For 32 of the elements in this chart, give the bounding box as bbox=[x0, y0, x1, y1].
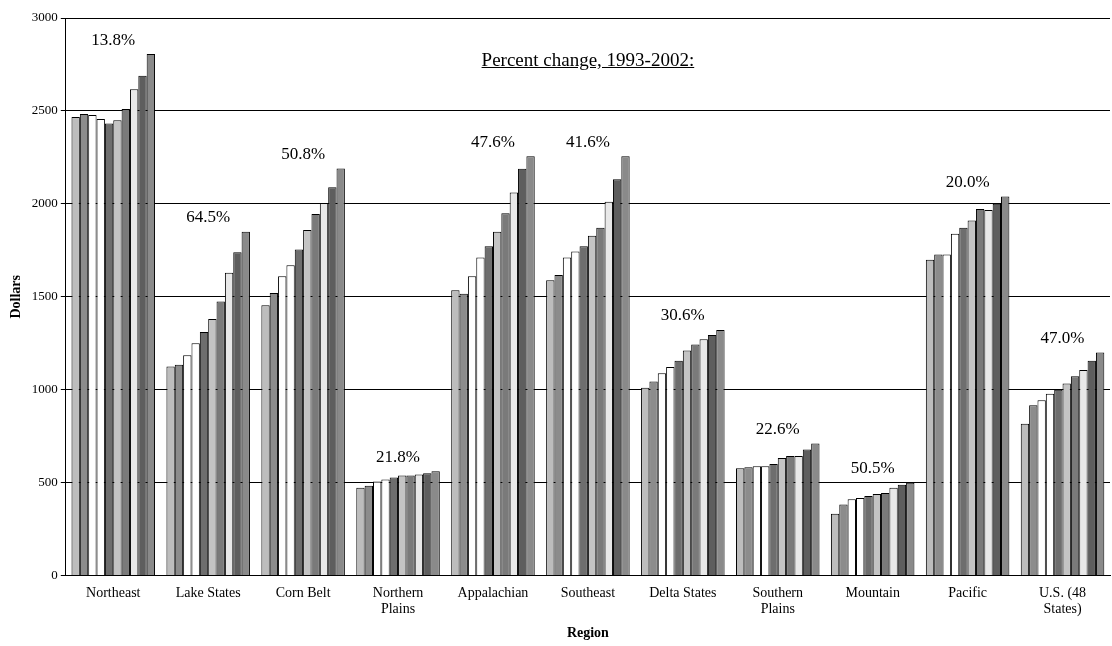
annotation: Percent change, 1993-2002: bbox=[481, 49, 695, 71]
annotation: 47.6% bbox=[471, 131, 515, 151]
annotation: 64.5% bbox=[186, 207, 231, 227]
x-tick-label: Mountain bbox=[845, 584, 900, 600]
annotation: 41.6% bbox=[565, 131, 610, 151]
annotation: 20.0% bbox=[945, 172, 990, 192]
x-tick-label: Southern Plains bbox=[752, 584, 804, 617]
annotation: 50.5% bbox=[850, 458, 895, 478]
y-tick-label: 2500 bbox=[31, 102, 58, 118]
x-tick-label: U.S. (48 States) bbox=[1039, 584, 1087, 618]
x-tick-label: Appalachian bbox=[457, 584, 529, 600]
x-axis-title: Region bbox=[566, 625, 610, 641]
x-tick-label: Corn Belt bbox=[275, 584, 331, 600]
annotation: 22.6% bbox=[755, 418, 800, 438]
y-tick-label: 1000 bbox=[31, 381, 58, 397]
x-tick-label: Northeast bbox=[86, 584, 141, 600]
annotation: 50.8% bbox=[281, 144, 326, 164]
y-tick-label: 1500 bbox=[31, 288, 58, 304]
x-tick-label: Northern Plains bbox=[372, 584, 424, 617]
annotation: 13.8% bbox=[91, 29, 136, 49]
annotation: 47.0% bbox=[1040, 328, 1085, 348]
y-tick-label: 0 bbox=[51, 567, 58, 583]
x-tick-label: Delta States bbox=[649, 584, 717, 600]
annotation: 21.8% bbox=[376, 446, 421, 466]
y-tick-label: 3000 bbox=[31, 9, 58, 25]
y-axis-title: Dollars bbox=[8, 274, 24, 319]
x-tick-label: Lake States bbox=[175, 584, 241, 600]
annotation: 30.6% bbox=[660, 305, 705, 325]
x-tick-label: Southeast bbox=[560, 584, 616, 600]
y-tick-label: 500 bbox=[38, 474, 58, 490]
x-tick-label: Pacific bbox=[948, 584, 988, 600]
y-tick-label: 2000 bbox=[31, 195, 58, 211]
